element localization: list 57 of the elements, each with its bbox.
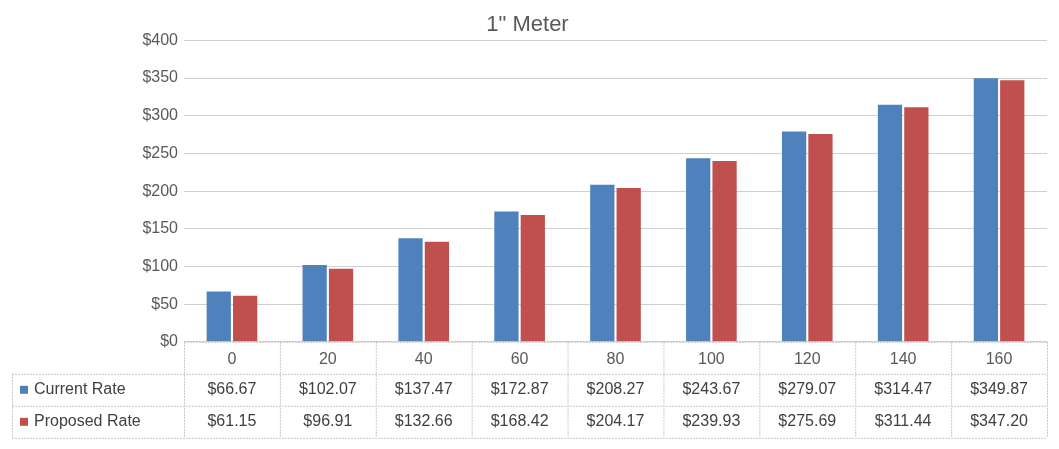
bar: [1000, 80, 1025, 342]
bar: [520, 214, 545, 342]
data-label: $204.17: [586, 412, 645, 430]
x-tick-label: 140: [889, 349, 917, 367]
legend-label: Proposed Rate: [34, 412, 141, 430]
bar: [904, 107, 929, 342]
data-label: $61.15: [207, 412, 257, 430]
x-tick-label: 160: [985, 349, 1013, 367]
bar: [302, 264, 327, 342]
x-tick-label: 100: [698, 349, 725, 367]
bar: [686, 158, 711, 342]
y-tick-label: $0: [160, 332, 179, 350]
data-label: $137.47: [394, 380, 453, 398]
data-label: $102.07: [298, 380, 357, 398]
bar: [781, 131, 807, 342]
data-label: $311.44: [874, 412, 932, 430]
bar: [590, 184, 615, 342]
data-label: $96.91: [303, 412, 353, 430]
data-label: $168.42: [490, 412, 549, 430]
x-tick-label: 120: [793, 349, 821, 367]
x-tick-label: 40: [414, 349, 433, 367]
bar: [328, 268, 354, 342]
x-tick-label: 0: [227, 349, 237, 367]
bar: [616, 187, 641, 342]
data-label: $279.07: [778, 380, 837, 398]
bar: [424, 241, 450, 342]
bar: [808, 134, 833, 342]
data-label: $243.67: [682, 380, 741, 398]
bar: [494, 211, 519, 342]
y-tick-label: $200: [142, 181, 179, 199]
data-label: $208.27: [586, 380, 645, 398]
x-tick-label: 60: [510, 349, 529, 367]
data-label: $275.69: [778, 412, 837, 430]
y-tick-label: $400: [142, 30, 179, 48]
y-tick-label: $300: [142, 106, 179, 124]
data-label: $349.87: [970, 380, 1029, 398]
data-label: $132.66: [394, 412, 453, 430]
legend-label: Current Rate: [34, 380, 126, 398]
data-label: $66.67: [207, 380, 257, 398]
bar: [398, 238, 423, 342]
data-label: $314.47: [874, 380, 933, 398]
bar: [877, 104, 903, 342]
y-tick-label: $350: [142, 68, 179, 86]
x-tick-label: 20: [318, 349, 337, 367]
y-tick-label: $50: [151, 294, 179, 312]
y-tick-label: $100: [142, 256, 179, 274]
x-tick-label: 80: [606, 349, 625, 367]
y-tick-label: $250: [142, 143, 179, 161]
data-label: $172.87: [490, 380, 549, 398]
bar: [712, 161, 737, 342]
data-label: $239.93: [682, 412, 741, 430]
bar: [206, 291, 231, 342]
bar: [973, 78, 998, 342]
data-label: $347.20: [970, 412, 1029, 430]
bar: [233, 295, 258, 342]
y-tick-label: $150: [142, 219, 179, 237]
chart-title: 1" Meter: [486, 11, 569, 37]
